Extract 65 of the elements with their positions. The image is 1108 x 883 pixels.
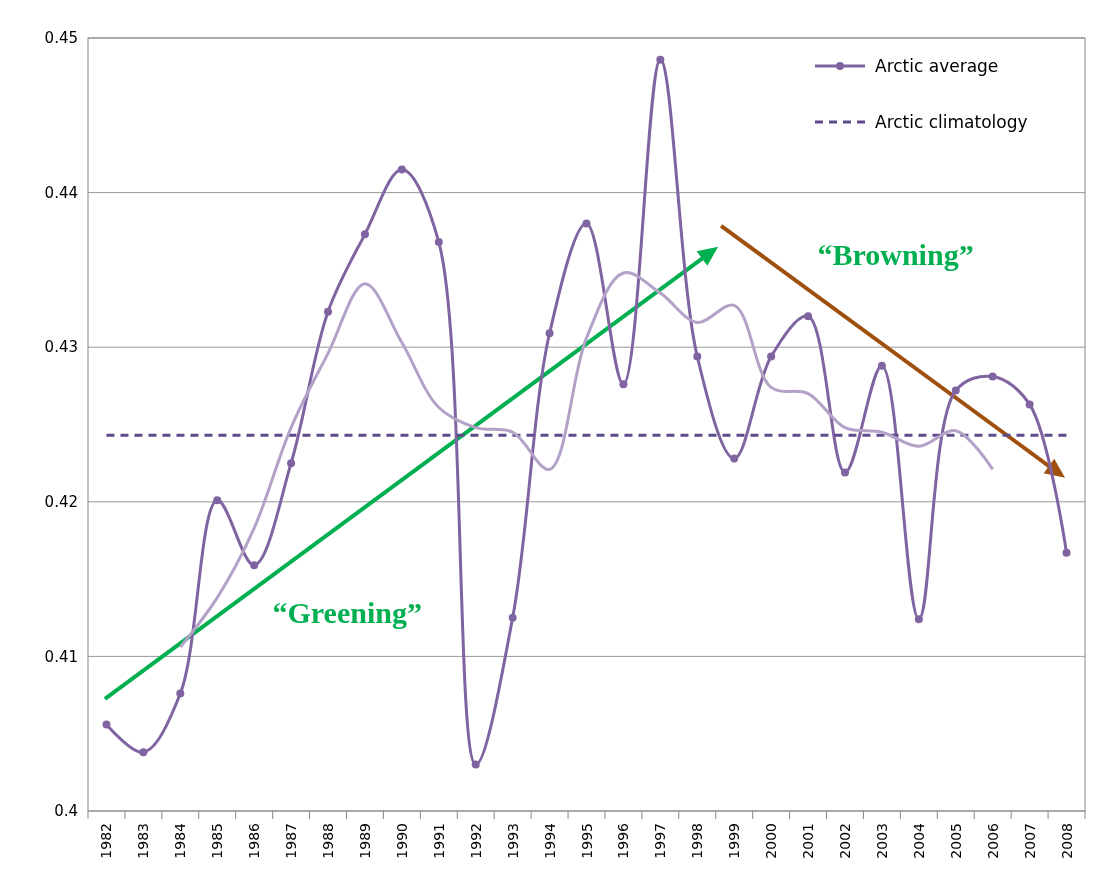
point: [139, 748, 148, 757]
point: [804, 312, 813, 321]
point: [1062, 548, 1071, 557]
x-tick-label: 2006: [984, 822, 1001, 859]
legend-label: Arctic climatology: [875, 111, 1028, 132]
x-tick-label: 2007: [1021, 823, 1038, 859]
x-tick-label: 1983: [135, 823, 152, 859]
point: [324, 307, 333, 316]
annotation: “Browning”: [817, 237, 974, 271]
point: [619, 380, 628, 389]
x-tick-label: 1996: [615, 822, 632, 859]
x-tick-label: 1994: [541, 822, 558, 859]
x-tick-label: 1998: [689, 823, 706, 859]
x-tick-label: 1992: [467, 823, 484, 859]
x-tick-label: 2000: [763, 823, 780, 859]
point: [176, 689, 185, 698]
point: [102, 720, 111, 729]
x-tick-label: 1997: [652, 823, 669, 859]
point: [508, 613, 517, 622]
x-tick-label: 1987: [283, 823, 300, 859]
y-tick-label: 0.43: [44, 338, 78, 357]
point: [951, 386, 960, 395]
point: [693, 352, 702, 361]
x-tick-label: 1993: [504, 823, 521, 859]
y-tick-label: 0.45: [44, 29, 78, 48]
legend-label: Arctic average: [875, 55, 999, 76]
point: [213, 496, 222, 505]
x-tick-label: 1984: [172, 822, 189, 859]
point: [1025, 400, 1034, 409]
x-tick-label: 1982: [98, 823, 115, 859]
y-tick-label: 0.42: [44, 493, 78, 512]
annotation: “Greening”: [272, 595, 422, 629]
point: [988, 372, 997, 381]
y-tick-label: 0.4: [54, 802, 78, 821]
point: [730, 454, 739, 463]
x-tick-label: 2004: [910, 822, 927, 859]
point: [914, 615, 923, 624]
y-tick-label: 0.41: [44, 647, 78, 666]
x-tick-label: 1999: [726, 823, 743, 859]
point: [434, 238, 443, 247]
x-tick-label: 2005: [947, 823, 964, 859]
point: [471, 760, 480, 769]
point: [840, 468, 849, 477]
y-tick-label: 0.44: [44, 183, 78, 202]
point: [545, 329, 554, 338]
x-tick-label: 1988: [320, 823, 337, 859]
x-tick-label: 1995: [578, 823, 595, 859]
point: [250, 561, 259, 570]
line-series: [178, 271, 995, 649]
x-tick-label: 2008: [1058, 823, 1075, 859]
point: [877, 361, 886, 370]
point: [397, 165, 406, 174]
point: [656, 55, 665, 64]
point: [582, 219, 591, 228]
x-tick-label: 1990: [393, 823, 410, 859]
point: [360, 230, 369, 239]
x-tick-label: 2002: [836, 823, 853, 859]
x-tick-label: 1986: [246, 822, 263, 859]
point: [287, 459, 296, 468]
x-tick-label: 1989: [356, 823, 373, 859]
x-tick-label: 2001: [800, 823, 817, 859]
x-tick-label: 2003: [873, 823, 890, 859]
x-tick-label: 1991: [430, 823, 447, 859]
x-tick-label: 1985: [209, 823, 226, 859]
point: [767, 352, 776, 361]
